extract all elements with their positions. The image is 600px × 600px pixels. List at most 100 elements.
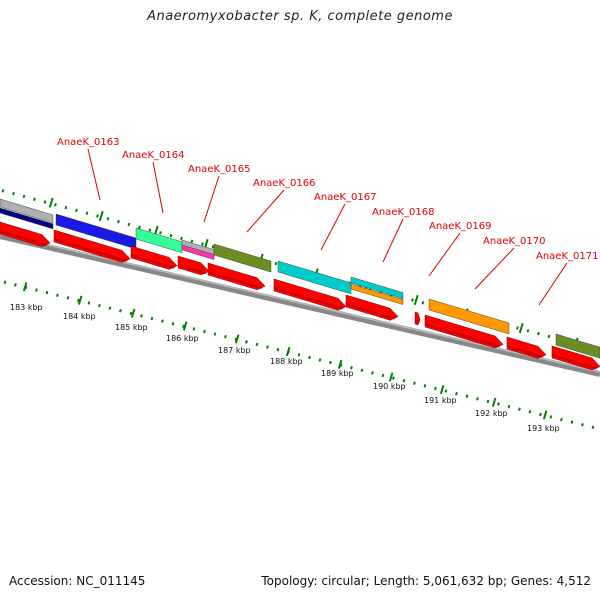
feature-blue[interactable] — [55, 213, 137, 250]
tick-dot — [33, 197, 36, 201]
tick-dot — [203, 329, 206, 334]
cds-arrow[interactable] — [177, 255, 210, 277]
tick-dot — [411, 298, 414, 302]
cds-arrow-shade — [415, 319, 420, 324]
tick-dot — [537, 331, 540, 336]
tick-dot — [570, 420, 574, 424]
tick-dot — [476, 397, 479, 401]
kbp-label: 187 kbp — [218, 346, 251, 355]
tick-dot — [169, 233, 173, 238]
tick-dot — [150, 316, 154, 321]
kbp-label: 193 kbp — [527, 424, 560, 433]
tick-dot — [119, 309, 122, 313]
tick-dot — [127, 222, 131, 227]
genome-summary: Topology: circular; Length: 5,061,632 bp… — [261, 574, 591, 588]
kbp-label: 185 kbp — [115, 323, 148, 332]
tick-dot — [96, 214, 99, 218]
cds-arrow[interactable] — [424, 314, 504, 350]
tick-major — [285, 346, 291, 357]
tick-dot — [129, 311, 133, 316]
cds-arrow[interactable] — [207, 262, 266, 292]
tick-major — [337, 359, 343, 369]
tick-major — [22, 282, 28, 292]
tick-dot — [297, 353, 301, 357]
tick-dot — [360, 368, 364, 373]
cds-arrow-shade — [507, 344, 544, 358]
cds-arrow-shade — [208, 271, 263, 290]
gene-label: AnaeK_0168 — [372, 207, 434, 218]
leader-line — [152, 161, 164, 214]
tick-dot — [507, 404, 511, 409]
kbp-label: 184 kbp — [63, 312, 96, 321]
cds-arrow[interactable] — [551, 345, 600, 372]
feature-orange-2[interactable] — [428, 298, 510, 335]
cds-arrow[interactable] — [273, 278, 347, 313]
tick-dot — [486, 399, 490, 404]
kbp-label: 186 kbp — [166, 334, 199, 343]
tick-dot — [56, 293, 59, 297]
tick-dot — [161, 319, 164, 323]
tick-dot — [87, 301, 91, 305]
feature-navy[interactable] — [0, 207, 54, 230]
tick-dot — [516, 326, 519, 330]
kbp-label: 183 kbp — [10, 303, 43, 312]
feature-orange[interactable] — [350, 283, 404, 305]
tick-dot — [276, 347, 280, 352]
cds-arrow[interactable] — [506, 336, 547, 361]
leader-line — [382, 218, 404, 263]
cds-arrow[interactable] — [345, 294, 399, 323]
cds-arrows — [0, 221, 600, 372]
lower-tick-ring — [3, 280, 595, 430]
gene-label: AnaeK_0164 — [122, 150, 184, 161]
tick-dot — [138, 225, 141, 229]
cds-arrow[interactable] — [130, 245, 178, 272]
tick-dot — [171, 321, 175, 326]
accession-label: Accession: NC_011145 — [9, 574, 146, 588]
tick-dot — [108, 306, 112, 310]
tick-dot — [392, 376, 395, 380]
tick-dot — [148, 228, 152, 232]
cds-arrow[interactable] — [53, 229, 131, 265]
tick-dot — [308, 355, 311, 360]
feature-seagreen[interactable] — [135, 227, 183, 254]
cds-arrow-body — [414, 311, 421, 326]
tick-dot — [266, 345, 269, 349]
tick-dot — [318, 358, 322, 362]
feature-gray[interactable] — [0, 198, 54, 224]
tick-dot — [45, 290, 49, 295]
tick-dot — [12, 191, 15, 196]
feature-cyan-2[interactable] — [350, 276, 404, 299]
kbp-label: 190 kbp — [373, 382, 406, 391]
leader-line — [87, 148, 101, 201]
gene-label: AnaeK_0170 — [483, 236, 545, 247]
tick-dot — [1, 189, 5, 193]
kbp-label: 188 kbp — [270, 357, 303, 366]
tick-dot — [421, 301, 425, 305]
cds-arrow-shade — [274, 286, 344, 310]
cds-arrow[interactable] — [0, 221, 51, 249]
tick-dot — [547, 334, 551, 339]
feature-olive[interactable] — [213, 243, 272, 273]
cds-arrow[interactable] — [414, 311, 421, 326]
tick-dot — [581, 422, 584, 427]
tick-dot — [465, 394, 469, 398]
tick-dot — [54, 203, 57, 207]
tick-dot — [85, 211, 89, 215]
tick-dot — [549, 415, 553, 419]
tick-dot — [22, 194, 26, 199]
cds-arrow-shade — [552, 353, 598, 370]
tick-dot — [255, 342, 259, 347]
tick-dot — [43, 200, 47, 204]
tick-dot — [413, 381, 416, 386]
tick-dot — [211, 245, 215, 249]
tick-dot — [64, 205, 68, 210]
tick-major — [130, 308, 136, 318]
tick-dot — [14, 283, 17, 287]
feature-blocks — [0, 198, 600, 359]
leader-line — [203, 175, 220, 223]
feature-olive-2[interactable] — [555, 333, 600, 359]
tick-major — [388, 372, 394, 382]
feature-magenta[interactable] — [181, 244, 215, 260]
